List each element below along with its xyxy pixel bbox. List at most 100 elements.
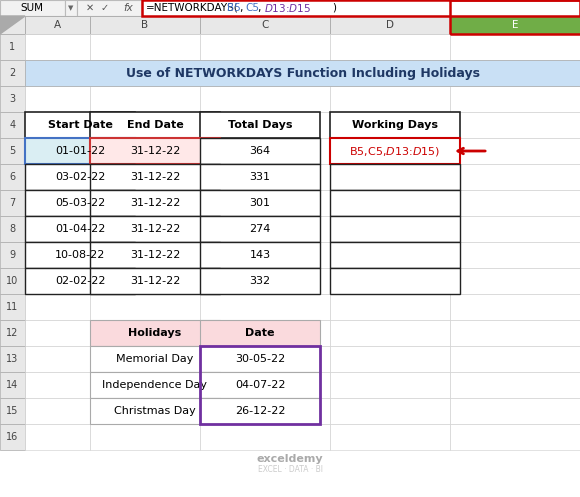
Text: exceldemy: exceldemy [257, 454, 323, 464]
Bar [25, 268, 90, 294]
Text: 9: 9 [9, 250, 16, 260]
Bar [0, 398, 25, 424]
Bar [25, 268, 135, 294]
Bar [450, 86, 580, 112]
Bar [0, 372, 25, 398]
Bar [90, 398, 220, 424]
Text: fx: fx [123, 3, 133, 13]
Bar [0, 60, 25, 86]
Bar [90, 372, 220, 398]
Text: 03-02-22: 03-02-22 [55, 172, 105, 182]
Bar [330, 190, 460, 216]
Bar [90, 320, 220, 346]
Bar [0, 216, 25, 242]
Bar [330, 16, 450, 34]
Bar [90, 86, 200, 112]
Bar [25, 320, 90, 346]
Text: 26-12-22: 26-12-22 [235, 406, 285, 416]
Bar [0, 242, 25, 268]
Bar [450, 190, 580, 216]
Bar [330, 424, 450, 450]
Bar [200, 320, 320, 346]
Bar [25, 164, 135, 190]
Text: E: E [512, 20, 519, 30]
Text: 30-05-22: 30-05-22 [235, 354, 285, 364]
Bar [0, 294, 25, 320]
Bar [90, 34, 200, 60]
Text: 31-12-22: 31-12-22 [130, 172, 180, 182]
Bar [0, 346, 25, 372]
Bar [450, 346, 580, 372]
Bar [25, 112, 135, 138]
Text: ▼: ▼ [68, 5, 74, 11]
Bar [25, 138, 135, 164]
Bar [90, 112, 200, 138]
Bar [25, 398, 90, 424]
Text: Date: Date [245, 328, 275, 338]
Text: Memorial Day: Memorial Day [117, 354, 194, 364]
Bar [90, 138, 200, 164]
Bar [25, 86, 90, 112]
Bar [200, 346, 320, 372]
Text: 8: 8 [9, 224, 16, 234]
Bar [450, 268, 580, 294]
Bar [450, 424, 580, 450]
Text: $D$13:$D$15: $D$13:$D$15 [264, 2, 311, 14]
Text: ,: , [258, 3, 261, 13]
Bar [90, 268, 220, 294]
Text: 331: 331 [249, 172, 270, 182]
Bar [25, 190, 135, 216]
Bar [200, 424, 330, 450]
Bar [200, 268, 320, 294]
Bar [25, 112, 90, 138]
Bar [450, 138, 580, 164]
Text: 10-08-22: 10-08-22 [55, 250, 105, 260]
Bar [330, 320, 450, 346]
Text: 5: 5 [9, 146, 16, 156]
Text: Use of NETWORKDAYS Function Including Holidays: Use of NETWORKDAYS Function Including Ho… [125, 67, 480, 80]
Text: 143: 143 [249, 250, 270, 260]
Bar [200, 242, 330, 268]
Bar [25, 216, 90, 242]
Bar [200, 216, 330, 242]
Bar [25, 164, 90, 190]
Text: 13: 13 [6, 354, 19, 364]
Bar [25, 34, 90, 60]
Bar [90, 216, 220, 242]
Bar [25, 138, 90, 164]
Bar [200, 16, 330, 34]
Bar [0, 16, 25, 34]
Bar [450, 0, 580, 34]
Bar [330, 164, 460, 190]
Bar [90, 242, 220, 268]
Bar [200, 138, 330, 164]
Bar [90, 320, 200, 346]
Text: 31-12-22: 31-12-22 [130, 198, 180, 208]
Bar [200, 320, 330, 346]
Text: C: C [262, 20, 269, 30]
Text: 12: 12 [6, 328, 19, 338]
Bar [0, 424, 25, 450]
Bar [200, 34, 330, 60]
Text: 274: 274 [249, 224, 271, 234]
Text: 11: 11 [6, 302, 19, 312]
Bar [90, 60, 200, 86]
Bar [90, 268, 200, 294]
Bar [200, 242, 320, 268]
Text: =NETWORKDAYS(: =NETWORKDAYS( [146, 3, 239, 13]
Bar [330, 164, 450, 190]
Bar [90, 346, 220, 372]
Text: SUM: SUM [20, 3, 44, 13]
Bar [330, 216, 450, 242]
Text: B5,C5,$D$13:$D$15): B5,C5,$D$13:$D$15) [349, 145, 441, 158]
Text: Christmas Day: Christmas Day [114, 406, 196, 416]
Text: ,: , [239, 3, 242, 13]
Text: 31-12-22: 31-12-22 [130, 146, 180, 156]
Bar [90, 190, 200, 216]
Bar [65, 0, 77, 16]
Bar [0, 34, 25, 60]
Text: ✕: ✕ [86, 3, 94, 13]
Bar [330, 268, 450, 294]
Bar [330, 138, 460, 164]
Text: 301: 301 [249, 198, 270, 208]
